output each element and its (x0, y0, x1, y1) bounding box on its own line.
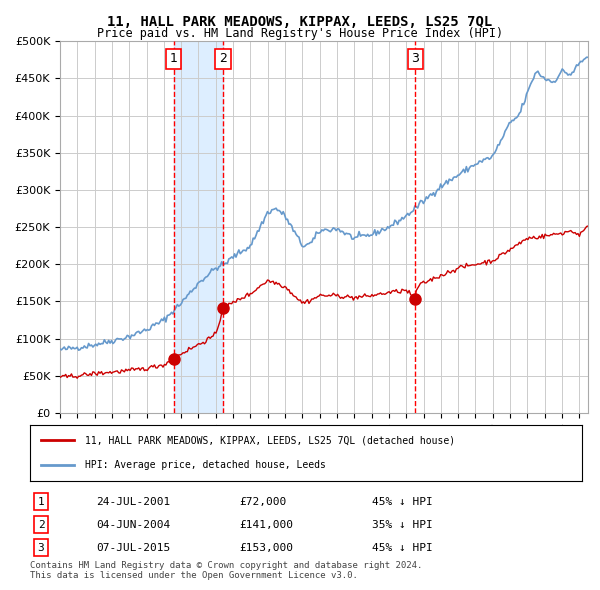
Text: 1: 1 (170, 53, 178, 65)
Text: Price paid vs. HM Land Registry's House Price Index (HPI): Price paid vs. HM Land Registry's House … (97, 27, 503, 40)
Text: 3: 3 (38, 543, 44, 553)
Text: 24-JUL-2001: 24-JUL-2001 (96, 497, 170, 507)
Text: 45% ↓ HPI: 45% ↓ HPI (372, 497, 433, 507)
Text: 11, HALL PARK MEADOWS, KIPPAX, LEEDS, LS25 7QL: 11, HALL PARK MEADOWS, KIPPAX, LEEDS, LS… (107, 15, 493, 29)
Bar (173, 41, 223, 413)
Text: Contains HM Land Registry data © Crown copyright and database right 2024.: Contains HM Land Registry data © Crown c… (30, 560, 422, 569)
Text: 35% ↓ HPI: 35% ↓ HPI (372, 520, 433, 530)
Text: 11, HALL PARK MEADOWS, KIPPAX, LEEDS, LS25 7QL (detached house): 11, HALL PARK MEADOWS, KIPPAX, LEEDS, LS… (85, 435, 455, 445)
Text: 45% ↓ HPI: 45% ↓ HPI (372, 543, 433, 553)
Text: HPI: Average price, detached house, Leeds: HPI: Average price, detached house, Leed… (85, 460, 326, 470)
Text: £72,000: £72,000 (240, 497, 287, 507)
Text: £153,000: £153,000 (240, 543, 294, 553)
Text: 1: 1 (38, 497, 44, 507)
Text: 07-JUL-2015: 07-JUL-2015 (96, 543, 170, 553)
Text: 04-JUN-2004: 04-JUN-2004 (96, 520, 170, 530)
Text: £141,000: £141,000 (240, 520, 294, 530)
Text: 3: 3 (411, 53, 419, 65)
Text: This data is licensed under the Open Government Licence v3.0.: This data is licensed under the Open Gov… (30, 571, 358, 579)
Text: 2: 2 (219, 53, 227, 65)
Text: 2: 2 (38, 520, 44, 530)
